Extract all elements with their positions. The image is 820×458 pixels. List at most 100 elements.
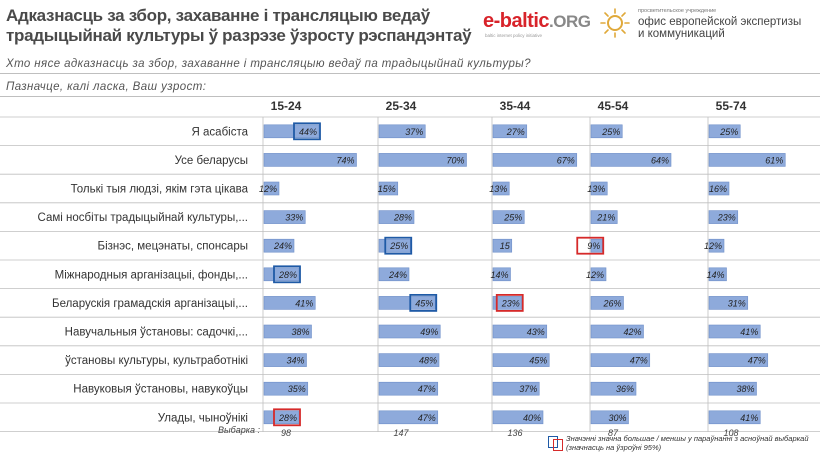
column-header: 55-74 [716,99,747,113]
bar [378,124,426,139]
category-label: Улады, чыноўнікі [158,412,248,424]
sample-size: 98 [281,428,291,438]
data-label: 49% [420,327,438,337]
sun-emblem-icon [600,8,630,38]
data-label: 35% [288,384,306,394]
data-label: 37% [405,127,423,137]
category-label: Самі носбіты традыцыйнай культуры,... [38,212,248,224]
bar [708,267,727,282]
category-label: Толькі тыя людзі, якім гэта цікава [71,184,249,196]
bar [263,124,320,139]
data-label: 48% [419,356,437,366]
data-label: 47% [630,356,648,366]
bar [708,353,769,367]
data-label: 28% [278,413,297,423]
data-label: 34% [286,356,304,366]
data-label: 26% [602,298,621,308]
column-header: 15-24 [271,99,302,113]
data-label: 15 [500,241,511,251]
bar [378,210,415,224]
data-label: 13% [587,184,605,194]
data-label: 21% [596,213,615,223]
bar [708,324,761,339]
data-label: 41% [295,298,313,308]
data-label: 25% [719,127,738,137]
significance-box [273,265,301,284]
bar [263,238,295,253]
bar [590,238,603,253]
divider [0,96,820,97]
data-label: 23% [717,213,736,223]
bar [378,153,467,167]
data-label: 64% [651,155,669,165]
bar [708,124,741,139]
data-label: 44% [299,127,317,137]
bar [263,381,309,396]
data-label: 15% [378,184,396,194]
category-label: ўстановы культуры, культработнікі [65,355,248,367]
bar [590,181,608,196]
survey-question: Хто нясе адказнасць за збор, захаванне і… [6,58,531,70]
data-label: 36% [616,384,634,394]
category-label: Навучальныя ўстановы: садочкі,... [65,327,248,339]
bar [263,410,300,425]
data-label: 12% [586,270,604,280]
data-label: 38% [291,327,309,337]
significance-box [293,122,321,141]
bar [590,410,629,425]
data-label: 45% [415,298,433,308]
data-label: 12% [259,184,277,194]
bar [263,324,312,339]
sample-size: 147 [393,428,409,438]
bar [378,324,441,339]
bar [263,353,307,367]
bar [590,210,618,224]
significance-box [273,408,301,427]
significance-legend-text: Значэнні значна большае / меншы у параўн… [566,434,809,452]
bar [492,153,578,167]
ebaltic-logo-org: .ORG [549,12,591,31]
bar [590,296,624,310]
data-label: 40% [523,413,541,423]
bar [492,410,544,425]
office-logo-line1: офис европейской экспертизы [638,16,802,28]
bar [492,181,510,196]
significance-legend-icon [548,436,564,451]
data-label: 31% [728,298,746,308]
category-label: Я асабіста [192,126,249,138]
bar [263,153,357,167]
bar [492,381,540,396]
category-label: Беларускія грамадскія арганізацыі,... [52,298,248,310]
bar [708,181,730,196]
ebaltic-logo: e-baltic.ORG baltic internet policy init… [483,10,593,40]
data-label: 74% [336,155,354,165]
sample-label: Выбарка : [218,425,260,435]
significance-box [495,293,524,312]
data-label: 47% [748,356,766,366]
bar [708,410,761,425]
bar [708,381,757,396]
bar [378,353,440,367]
data-label: 61% [765,155,783,165]
ebaltic-logo-name: e-baltic [483,10,550,32]
bar [590,267,607,282]
data-label: 37% [519,384,537,394]
bar [263,267,300,282]
significance-box [384,236,413,255]
column-header: 45-54 [598,99,629,113]
data-label: 24% [388,270,407,280]
bar [378,410,439,425]
bar [708,296,749,310]
significance-box [409,293,438,312]
bar [492,238,513,253]
data-label: 23% [501,298,520,308]
data-label: 47% [418,384,436,394]
data-label: 70% [446,155,464,165]
data-label: 47% [418,413,436,423]
category-label: Бізнэс, мецэнаты, спонсары [98,241,248,253]
data-label: 33% [285,213,303,223]
data-label: 24% [273,241,292,251]
data-label: 27% [506,127,525,137]
data-label: 12% [704,241,722,251]
